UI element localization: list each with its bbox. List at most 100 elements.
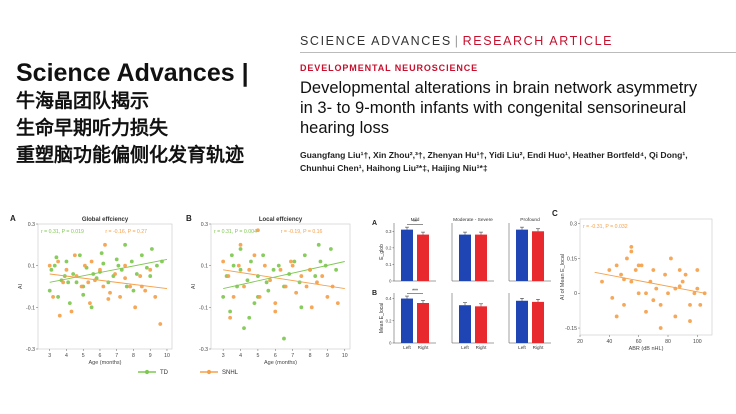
panel-letter: A <box>372 220 377 227</box>
data-point-snhl <box>636 263 641 268</box>
data-point-td <box>49 267 54 272</box>
data-point-snhl <box>123 276 127 281</box>
data-point-snhl <box>320 274 325 278</box>
bar-left <box>459 234 471 281</box>
data-point-td <box>56 295 60 299</box>
x-tick-label: 9 <box>149 353 152 359</box>
data-point-td <box>264 280 269 285</box>
data-point-snhl <box>695 268 700 272</box>
x-axis-label: ABR (dB nHL) <box>629 346 664 352</box>
panel-title: Local effciency <box>259 217 303 223</box>
data-point-td <box>124 284 129 289</box>
bar-right <box>475 234 487 281</box>
x-tick-label: 9 <box>326 353 329 359</box>
data-point-snhl <box>57 313 62 318</box>
headline-line-3: hearing loss <box>300 119 389 137</box>
category-label: Left <box>403 345 411 350</box>
x-tick-label: 40 <box>606 339 612 345</box>
plot-frame <box>210 223 351 350</box>
plot-frame <box>37 223 173 350</box>
data-point-snhl <box>252 253 257 258</box>
x-axis-label: Age (months) <box>88 360 121 366</box>
data-point-td <box>252 301 257 306</box>
data-point-td <box>313 274 318 278</box>
author-list: Guangfang Liu¹†, Xin Zhou²,³†, Zhenyan H… <box>300 149 736 175</box>
trend-line-td <box>223 261 345 290</box>
data-point-snhl <box>238 242 243 247</box>
data-point-snhl <box>83 263 87 268</box>
data-point-td <box>228 309 233 314</box>
y-tick-label: 0.3 <box>201 222 208 228</box>
bar-left <box>459 305 471 343</box>
plot-frame <box>579 218 713 336</box>
data-point-td <box>266 288 271 293</box>
data-point-snhl <box>118 295 122 299</box>
data-point-td <box>131 288 136 293</box>
x-axis-label: Age (months) <box>264 360 297 366</box>
y-axis-label: Mean E_local <box>379 303 385 333</box>
data-point-td <box>129 259 134 264</box>
masthead-divider <box>300 52 736 53</box>
bar-left <box>401 229 413 281</box>
y-tick-label: 0 <box>574 291 577 297</box>
data-point-snhl <box>103 242 107 247</box>
data-point-td <box>116 263 121 268</box>
journal-masthead: SCIENCE ADVANCES | RESEARCH ARTICLE <box>300 34 613 48</box>
data-point-td <box>282 336 286 341</box>
chinese-headline-line-3: 重塑脑功能偏侧化发育轨迹 <box>16 145 245 166</box>
y-tick-label: 0.4 <box>386 296 392 301</box>
data-point-td <box>123 242 127 247</box>
legend-marker-snhl <box>206 369 212 375</box>
data-point-snhl <box>625 256 629 261</box>
data-point-td <box>81 292 86 297</box>
journal-label: SCIENCE ADVANCES <box>300 34 452 48</box>
stat-annotation: r = -0.19, P = 0.16 <box>281 229 323 235</box>
chinese-headline-line-1: 牛海晶团队揭示 <box>16 91 150 112</box>
data-point-snhl <box>658 302 663 307</box>
data-point-snhl <box>644 291 648 296</box>
data-point-snhl <box>315 280 319 285</box>
data-point-snhl <box>658 326 663 330</box>
data-point-td <box>52 263 57 268</box>
figure-legend: TD SNHL <box>138 369 239 376</box>
data-point-snhl <box>93 278 97 283</box>
section-label: DEVELOPMENTAL NEUROSCIENCE <box>300 63 479 73</box>
y-tick-label: 0.2 <box>386 245 392 250</box>
data-point-snhl <box>153 295 158 299</box>
data-point-snhl <box>89 259 94 264</box>
x-tick-label: 4 <box>65 353 68 359</box>
data-point-td <box>261 253 266 258</box>
data-point-snhl <box>257 295 262 299</box>
trend-line-snhl <box>223 269 345 290</box>
data-point-snhl <box>231 295 236 299</box>
data-point-snhl <box>644 309 648 314</box>
group-title: Mild <box>411 217 420 223</box>
data-point-td <box>71 272 76 276</box>
figure-bars-abr: A Mild 0 0.1 0.2 0.3 E_glob ** Moderate - Severe… <box>372 209 713 352</box>
data-point-td <box>67 301 72 306</box>
data-point-snhl <box>629 279 634 284</box>
data-point-snhl <box>654 286 659 291</box>
category-label: Left <box>518 345 526 350</box>
scatter-panel-A: A Global effciency -0.3 -0.1 0.1 0.3 3 4 5 6 7 8 9 10… <box>10 214 173 366</box>
stat-annotation: r = 0.31, P = 0.019 <box>41 229 84 235</box>
x-tick-label: 6 <box>274 353 277 359</box>
data-point-td <box>139 253 144 258</box>
data-point-snhl <box>236 263 241 268</box>
x-tick-label: 10 <box>164 353 170 359</box>
data-point-td <box>276 263 281 268</box>
data-point-snhl <box>242 284 246 289</box>
y-tick-label: 0.1 <box>28 264 35 270</box>
data-point-td <box>334 267 338 272</box>
y-tick-label: 0.3 <box>386 229 392 234</box>
data-point-snhl <box>677 268 682 272</box>
data-point-snhl <box>247 267 252 272</box>
data-point-snhl <box>325 295 330 299</box>
data-point-snhl <box>143 288 148 293</box>
masthead-separator: | <box>454 34 460 48</box>
y-tick-label: 0.2 <box>386 318 392 323</box>
category-label: Right <box>533 345 544 350</box>
data-point-td <box>292 259 297 264</box>
x-tick-label: 20 <box>577 339 583 345</box>
